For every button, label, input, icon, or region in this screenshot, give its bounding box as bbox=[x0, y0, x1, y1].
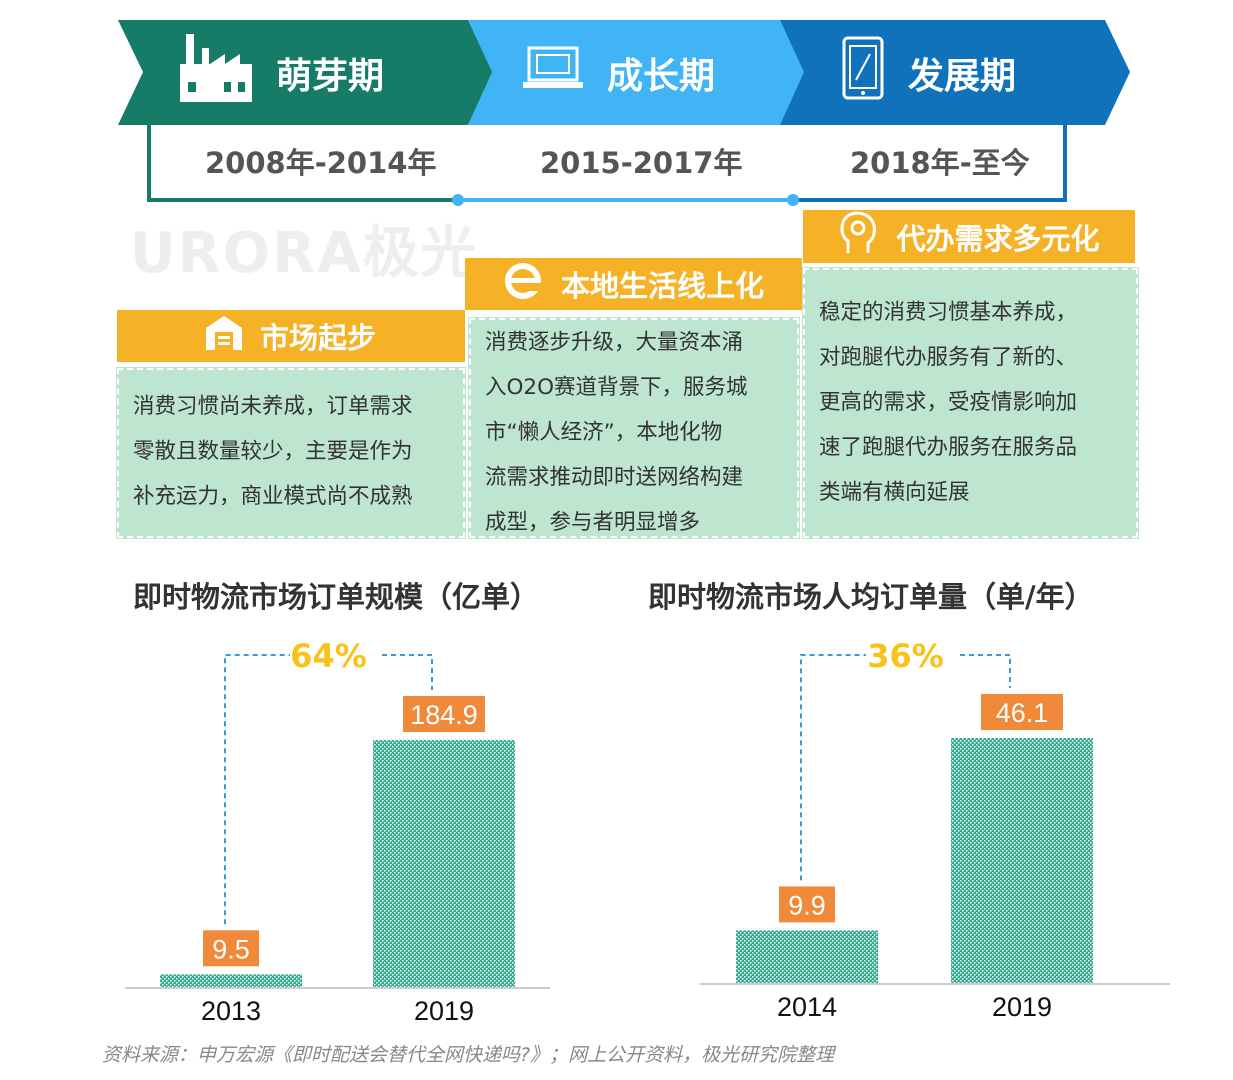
bar-2019 bbox=[373, 740, 515, 987]
value-label-box bbox=[779, 886, 835, 923]
card-body-market-start: 消费习惯尚未养成，订单需求 零散且数量较少，主要是作为 补充运力，商业模式尚不成… bbox=[116, 367, 466, 539]
card-line: 补充运力，商业模式尚不成熟 bbox=[133, 484, 413, 509]
watermark: URORA极光 bbox=[130, 221, 479, 286]
card-line: 对跑腿代办服务有了新的、 bbox=[819, 345, 1078, 370]
x-tick-label: 2013 bbox=[201, 996, 261, 1026]
card-line: 消费习惯尚未养成，订单需求 bbox=[133, 394, 413, 419]
source-note: 资料来源：申万宏源《即时配送会替代全网快递吗?》；网上公开资料，极光研究院整理 bbox=[102, 1044, 835, 1066]
laptop-icon bbox=[523, 46, 583, 99]
value-label: 9.9 bbox=[788, 890, 826, 920]
card-header-errand-diversify: 代办需求多元化 bbox=[803, 210, 1135, 263]
bar-2014 bbox=[736, 930, 878, 983]
growth-connector-right bbox=[960, 654, 1011, 688]
value-label: 9.5 bbox=[212, 934, 250, 964]
stage-development: 发展期 bbox=[780, 20, 1132, 125]
bar-2013 bbox=[160, 974, 302, 987]
x-tick-label: 2019 bbox=[992, 992, 1052, 1022]
card-line: 流需求推动即时送网络构建 bbox=[485, 465, 744, 490]
head-gears-icon bbox=[838, 211, 878, 262]
timeline-frame bbox=[147, 125, 1067, 206]
card-line: 速了跑腿代办服务在服务品 bbox=[819, 435, 1078, 460]
value-label: 184.9 bbox=[410, 700, 478, 730]
growth-rate-label: 36% bbox=[867, 637, 944, 675]
warehouse-icon bbox=[205, 315, 242, 357]
stage-sprout: 萌芽期 bbox=[118, 20, 493, 125]
internet-explorer-icon bbox=[503, 261, 543, 308]
card-header-local-life: 本地生活线上化 bbox=[465, 258, 802, 310]
growth-rate-label: 64% bbox=[290, 637, 367, 675]
period-development: 2018年-至今 bbox=[850, 146, 1030, 180]
value-label-box bbox=[203, 930, 259, 967]
stage-growth: 成长期 bbox=[468, 20, 808, 125]
smartphone-icon bbox=[842, 36, 884, 109]
period-sprout: 2008年-2014年 bbox=[205, 146, 437, 180]
stage-label: 成长期 bbox=[607, 55, 716, 97]
card-line: 市“懒人经济”，本地化物 bbox=[485, 420, 723, 445]
stage-label: 发展期 bbox=[908, 55, 1017, 97]
growth-connector-left bbox=[224, 654, 290, 925]
value-label: 46.1 bbox=[996, 698, 1049, 728]
chart-title-order-scale: 即时物流市场订单规模（亿单） bbox=[133, 580, 540, 614]
x-tick-label: 2019 bbox=[414, 996, 474, 1026]
card-title: 代办需求多元化 bbox=[896, 221, 1100, 256]
value-label-box bbox=[981, 694, 1063, 730]
factory-icon bbox=[180, 34, 252, 111]
x-tick-label: 2014 bbox=[777, 992, 837, 1022]
card-line: 入O2O赛道背景下，服务城 bbox=[485, 375, 748, 400]
card-header-market-start: 市场起步 bbox=[117, 310, 465, 362]
card-line: 稳定的消费习惯基本养成， bbox=[819, 300, 1078, 325]
card-line: 零散且数量较少，主要是作为 bbox=[133, 439, 413, 464]
card-body-local-life: 消费逐步升级，大量资本涌 入O2O赛道背景下，服务城 市“懒人经济”，本地化物 … bbox=[468, 317, 800, 539]
card-line: 类端有横向延展 bbox=[819, 480, 970, 505]
period-growth: 2015-2017年 bbox=[540, 146, 743, 180]
card-line: 更高的需求，受疫情影响加 bbox=[819, 390, 1078, 415]
growth-connector-right bbox=[382, 654, 433, 690]
card-body-errand-diversify: 稳定的消费习惯基本养成， 对跑腿代办服务有了新的、 更高的需求，受疫情影响加 速… bbox=[802, 267, 1139, 539]
chart-order-scale: 9.5 2013 184.9 2019 64% bbox=[125, 637, 550, 1026]
card-title: 市场起步 bbox=[259, 321, 376, 355]
card-line: 成型，参与者明显增多 bbox=[485, 510, 701, 535]
value-label-box bbox=[403, 696, 485, 732]
chart-per-capita: 9.9 2014 46.1 2019 36% bbox=[700, 637, 1170, 1022]
card-line: 消费逐步升级，大量资本涌 bbox=[485, 330, 744, 355]
chart-title-per-capita: 即时物流市场人均订单量（单/年） bbox=[648, 580, 1094, 614]
growth-connector-left bbox=[800, 654, 866, 881]
stage-label: 萌芽期 bbox=[276, 55, 385, 97]
bar-2019 bbox=[951, 738, 1093, 983]
card-title: 本地生活线上化 bbox=[560, 269, 764, 303]
